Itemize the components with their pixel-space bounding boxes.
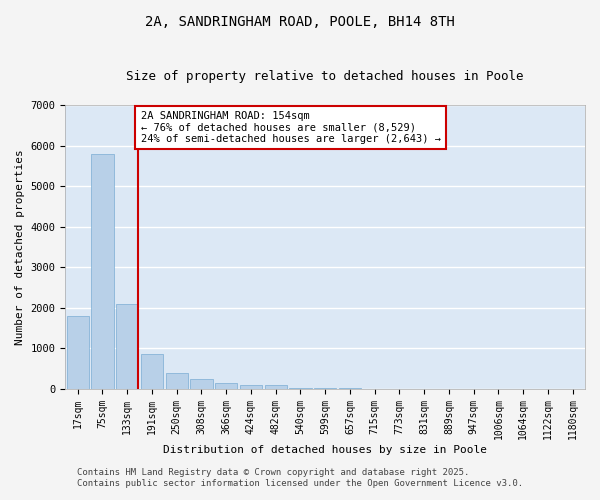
Bar — [116, 304, 138, 388]
Bar — [190, 380, 212, 388]
Bar — [67, 316, 89, 388]
Text: 2A SANDRINGHAM ROAD: 154sqm
← 76% of detached houses are smaller (8,529)
24% of : 2A SANDRINGHAM ROAD: 154sqm ← 76% of det… — [140, 111, 440, 144]
Text: 2A, SANDRINGHAM ROAD, POOLE, BH14 8TH: 2A, SANDRINGHAM ROAD, POOLE, BH14 8TH — [145, 15, 455, 29]
Title: Size of property relative to detached houses in Poole: Size of property relative to detached ho… — [127, 70, 524, 83]
Text: Contains HM Land Registry data © Crown copyright and database right 2025.
Contai: Contains HM Land Registry data © Crown c… — [77, 468, 523, 487]
Bar — [265, 386, 287, 388]
Bar — [91, 154, 113, 388]
Y-axis label: Number of detached properties: Number of detached properties — [15, 149, 25, 344]
Bar — [166, 373, 188, 388]
X-axis label: Distribution of detached houses by size in Poole: Distribution of detached houses by size … — [163, 445, 487, 455]
Bar — [215, 384, 237, 388]
Bar — [240, 386, 262, 388]
Bar — [141, 354, 163, 388]
